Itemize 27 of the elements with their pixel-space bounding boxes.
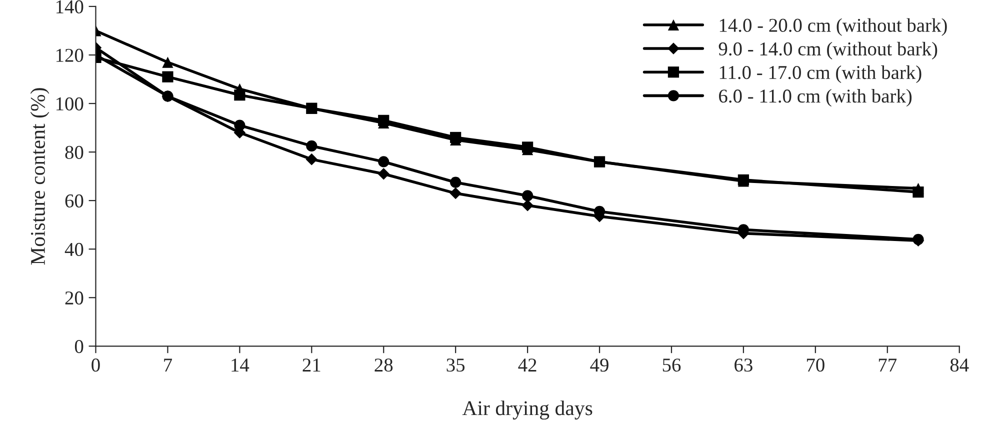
legend-label: 11.0 - 17.0 cm (with bark) [720,65,922,84]
y-tick-label: 80 [65,146,84,159]
y-tick-label: 60 [65,194,84,208]
x-tick-label: 14 [232,358,250,372]
x-tick-label: 42 [518,358,536,372]
x-tick-label: 49 [590,358,608,372]
y-tick-label: 120 [56,48,84,62]
legend-label: 14.0 - 20.0 cm (without bark) [720,18,947,36]
legend-label: 9.0 - 14.0 cm (without bark) [718,42,938,60]
x-tick-label: 21 [302,358,320,372]
y-tick-label: 100 [56,97,84,110]
y-tick-label: 40 [64,242,84,256]
x-tick-label: 56 [662,358,681,372]
x-tick-label: 70 [806,358,824,372]
x-tick-label: 35 [446,358,465,372]
y-axis-title: Moisture content (%) [30,88,50,265]
x-tick-label: 7 [164,358,172,372]
x-tick-label: 0 [92,358,100,372]
y-tick-label: 0 [74,340,84,354]
legend-label: 6.0 - 11.0 cm (with bark) [719,88,912,107]
y-tick-label: 140 [56,0,84,14]
x-tick-label: 28 [374,358,393,372]
x-tick-label: 63 [734,358,752,372]
x-tick-label: 77 [878,358,897,372]
x-axis-title: Air drying days [462,400,592,420]
x-tick-label: 84 [950,358,969,372]
y-tick-label: 20 [65,291,84,305]
